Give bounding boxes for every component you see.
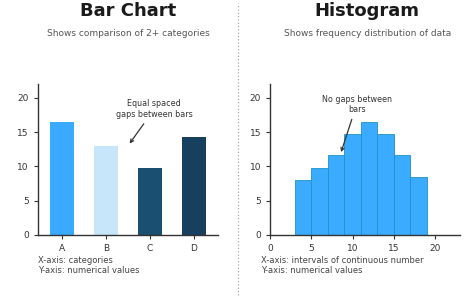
Bar xyxy=(94,146,118,235)
Bar xyxy=(50,122,74,235)
Bar xyxy=(138,169,162,235)
Text: Histogram: Histogram xyxy=(315,2,420,20)
Text: Shows frequency distribution of data: Shows frequency distribution of data xyxy=(284,29,451,38)
Text: Bar Chart: Bar Chart xyxy=(80,2,176,20)
Bar xyxy=(295,180,311,235)
Bar xyxy=(377,134,394,235)
Text: Shows comparison of 2+ categories: Shows comparison of 2+ categories xyxy=(46,29,210,38)
Bar xyxy=(182,137,206,235)
Bar xyxy=(345,134,361,235)
Bar xyxy=(410,177,427,235)
Bar xyxy=(311,169,328,235)
Bar xyxy=(394,155,410,235)
Bar xyxy=(361,122,377,235)
Text: No gaps between
bars: No gaps between bars xyxy=(322,95,392,151)
Text: X-axis: categories
Y-axis: numerical values: X-axis: categories Y-axis: numerical val… xyxy=(38,256,139,275)
Text: X-axis: intervals of continuous number
Y-axis: numerical values: X-axis: intervals of continuous number Y… xyxy=(261,256,423,275)
Bar xyxy=(328,155,345,235)
Text: Equal spaced
gaps between bars: Equal spaced gaps between bars xyxy=(116,99,193,142)
